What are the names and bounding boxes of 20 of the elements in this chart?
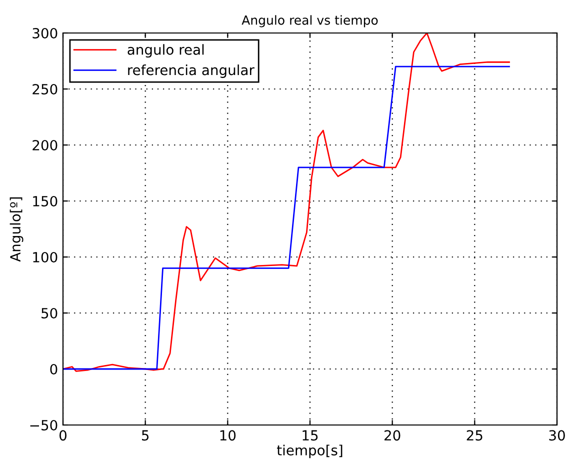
chart-title: Angulo real vs tiempo bbox=[242, 15, 378, 28]
y-axis-title: Angulo[º] bbox=[10, 197, 24, 262]
legend-label: angulo real bbox=[128, 44, 204, 58]
y-tick-label: −50 bbox=[30, 420, 58, 430]
x-tick-label: 15 bbox=[302, 430, 318, 441]
y-tick-label: 200 bbox=[32, 140, 58, 150]
legend-label: referencia angular bbox=[128, 64, 254, 78]
y-tick-label: 250 bbox=[32, 84, 58, 94]
x-tick-label: 5 bbox=[142, 430, 149, 441]
y-tick-label: 0 bbox=[50, 364, 58, 374]
y-tick-label: 50 bbox=[42, 308, 58, 318]
y-tick-label: 100 bbox=[33, 252, 58, 262]
y-tick-label: 150 bbox=[33, 196, 58, 206]
x-tick-label: 25 bbox=[466, 430, 482, 441]
y-tick-label: 300 bbox=[32, 28, 58, 38]
x-axis-title: tiempo[s] bbox=[276, 444, 342, 458]
x-tick-label: 30 bbox=[549, 430, 565, 441]
x-tick-label: 0 bbox=[59, 430, 66, 441]
x-tick-label: 10 bbox=[220, 430, 236, 441]
x-tick-label: 20 bbox=[384, 430, 400, 441]
